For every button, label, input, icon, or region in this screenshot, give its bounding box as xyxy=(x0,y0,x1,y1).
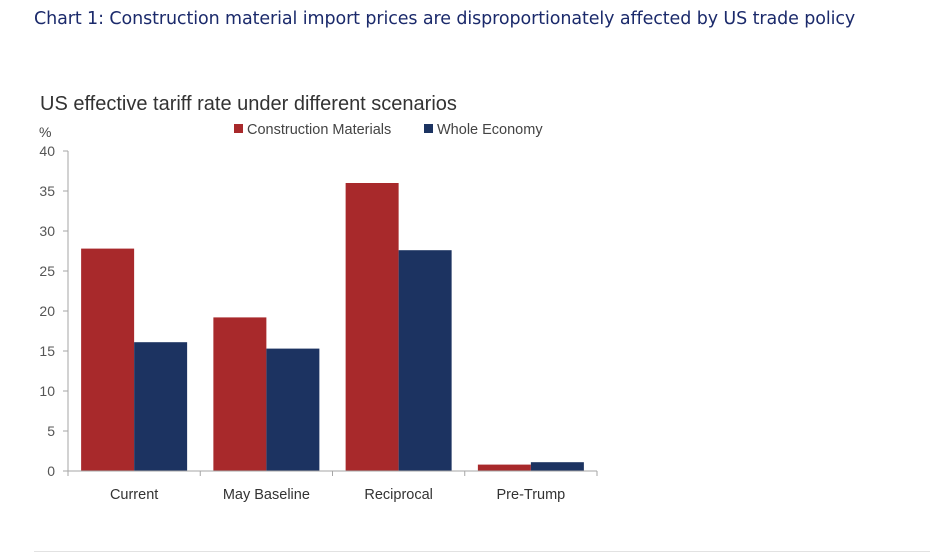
bar-construction-materials-may-baseline xyxy=(213,317,267,471)
bar-construction-materials-reciprocal xyxy=(345,183,399,471)
bar-whole-economy-pre-trump xyxy=(530,462,584,471)
y-tick-label: 15 xyxy=(39,343,55,359)
y-axis: 0 5 10 15 20 25 30 35 40 xyxy=(39,143,69,479)
x-category-label: Reciprocal xyxy=(364,487,433,503)
y-axis-unit-label: % xyxy=(39,124,51,140)
y-tick-label: 10 xyxy=(39,383,55,399)
x-axis: Current May Baseline Reciprocal Pre-Trump xyxy=(67,470,598,503)
bar-whole-economy-may-baseline xyxy=(266,348,320,471)
legend-swatch xyxy=(424,124,433,133)
y-tick-label: 5 xyxy=(47,423,55,439)
y-tick-label: 30 xyxy=(39,223,55,239)
y-tick-label: 0 xyxy=(47,463,55,479)
y-tick-label: 35 xyxy=(39,183,55,199)
chart-title: US effective tariff rate under different… xyxy=(40,93,457,115)
y-tick-label: 20 xyxy=(39,303,55,319)
x-category-label: Pre-Trump xyxy=(497,487,566,503)
x-category-label: May Baseline xyxy=(223,487,310,503)
y-tick-label: 40 xyxy=(39,143,55,159)
legend-swatch xyxy=(234,124,243,133)
bar-whole-economy-current xyxy=(134,342,188,471)
y-tick-label: 25 xyxy=(39,263,55,279)
page-heading: Chart 1: Construction material import pr… xyxy=(34,9,856,29)
bar-construction-materials-current xyxy=(81,248,135,471)
legend-label: Construction Materials xyxy=(247,122,391,138)
legend: Construction Materials Whole Economy xyxy=(234,122,543,138)
bar-construction-materials-pre-trump xyxy=(477,464,531,471)
footer-divider xyxy=(34,551,930,552)
bars-group xyxy=(81,183,584,471)
legend-label: Whole Economy xyxy=(437,122,543,138)
bar-whole-economy-reciprocal xyxy=(398,250,452,471)
x-category-label: Current xyxy=(110,487,158,503)
